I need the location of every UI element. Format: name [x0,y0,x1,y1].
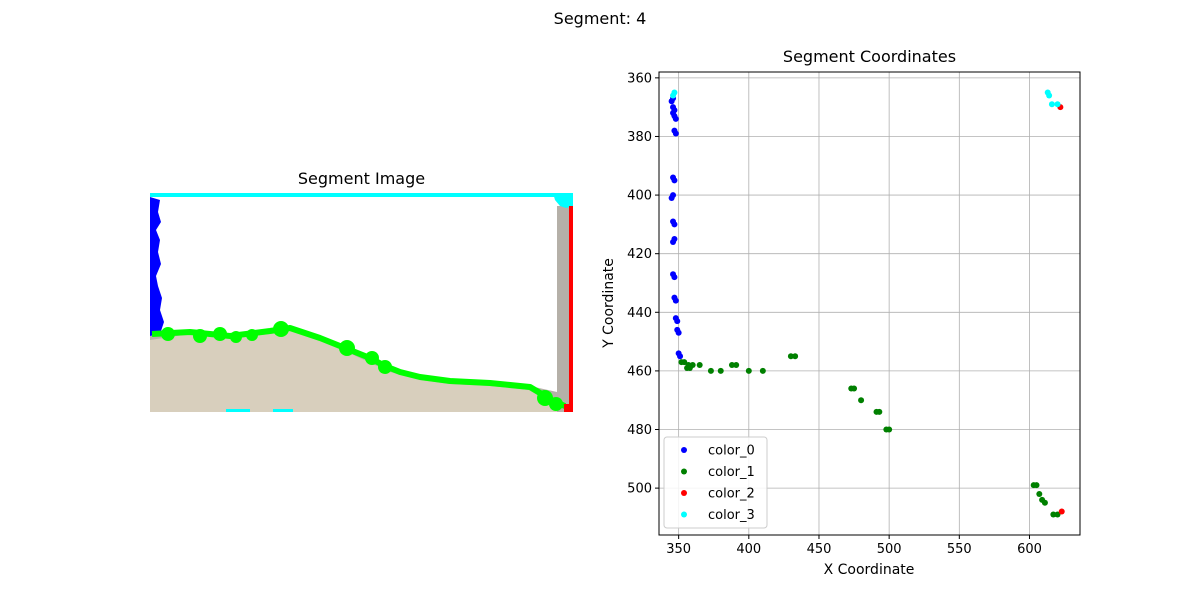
point-color_1-27 [1050,511,1057,518]
point-color_1-13 [787,353,794,360]
y-tick-label-460: 460 [627,364,652,379]
x-tick-label-450: 450 [807,542,832,557]
point-color_1-4 [684,364,691,371]
figure-title: Segment: 4 [553,9,647,28]
point-color_0-16 [670,238,677,245]
y-tick-label-480: 480 [627,423,652,438]
image-red-corner [564,404,573,412]
x-tick-label-350: 350 [666,542,691,557]
point-color_1-28 [1054,511,1061,518]
point-color_1-21 [886,426,893,433]
point-color_3-4 [1048,101,1055,108]
legend-label-color_2: color_2 [708,487,755,502]
point-color_0-26 [677,353,684,360]
point-color_0-14 [671,221,678,228]
x-tick-label-400: 400 [736,542,761,557]
image-top-cyan-edge [150,193,573,197]
y-axis-ticks: 360 380 400 420 440 460 480 500 [627,71,659,497]
image-cyan-corner [553,193,573,208]
point-color_1-19 [876,408,883,415]
point-color_1-10 [733,362,740,369]
point-color_1-5 [689,362,696,369]
scatter-plot: 350 400 450 500 550 600 360 380 400 420 440 460 480… [601,71,1081,578]
image-red-edge [569,206,573,412]
point-color_3-3 [1046,92,1053,99]
x-tick-label-550: 550 [947,542,972,557]
legend-box [663,436,768,529]
legend-label-color_1: color_1 [708,465,755,480]
y-tick-label-500: 500 [627,482,652,497]
point-color_0-12 [668,195,675,202]
legend-marker-color_1 [681,468,687,475]
x-tick-label-500: 500 [877,542,902,557]
y-tick-label-380: 380 [627,130,652,145]
legend-label-color_3: color_3 [708,508,755,523]
segment-image-title: Segment Image [297,169,426,188]
point-color_1-11 [745,367,752,374]
image-green-blobs [161,321,563,411]
point-color_1-7 [707,367,714,374]
point-color_1-14 [792,353,799,360]
legend-marker-color_2 [681,490,687,496]
point-color_1-8 [717,367,724,374]
y-tick-label-420: 420 [627,247,652,262]
y-tick-label-440: 440 [627,306,652,321]
legend-marker-color_0 [681,447,687,453]
point-color_0-18 [671,274,678,281]
point-color_1-17 [858,397,865,404]
image-left-blue-edge [150,197,164,336]
segment-image [150,193,573,412]
point-color_1-9 [728,362,735,369]
point-color_2-0 [1058,508,1065,515]
legend-label-color_0: color_0 [708,444,755,459]
image-bottom-cyan-mark-1 [226,409,250,412]
point-color_0-1 [668,98,675,105]
point-color_0-20 [672,297,679,304]
point-color_0-22 [674,318,681,325]
point-color_1-16 [851,385,858,392]
point-color_1-6 [696,362,703,369]
x-axis-label: X Coordinate [824,562,915,578]
point-color_1-24 [1036,490,1043,497]
point-color_3-5 [1054,101,1061,108]
point-color_3-1 [670,92,677,99]
coordinates-chart-title: Segment Coordinates [782,47,957,66]
x-tick-label-600: 600 [1017,542,1042,557]
point-color_0-6 [672,115,679,122]
y-tick-label-360: 360 [627,71,652,86]
plot-frame [658,71,1081,536]
point-color_0-10 [671,177,678,184]
point-color_1-1 [681,359,688,366]
point-color_0-24 [675,329,682,336]
point-color_1-23 [1033,482,1040,489]
legend: color_0 color_1 color_2 color_3 [663,436,768,529]
image-bottom-cyan-mark-2 [273,409,293,412]
legend-marker-color_3 [681,511,687,518]
y-axis-label: Y Coordinate [601,258,617,349]
x-axis-ticks: 350 400 450 500 550 600 [666,535,1042,557]
point-color_1-12 [759,367,766,374]
point-color_1-26 [1041,499,1048,506]
image-right-gray-column [557,206,571,412]
image-sand-region [150,330,560,412]
scatter-points [668,89,1065,518]
y-tick-label-400: 400 [627,189,652,204]
point-color_0-8 [672,130,679,137]
